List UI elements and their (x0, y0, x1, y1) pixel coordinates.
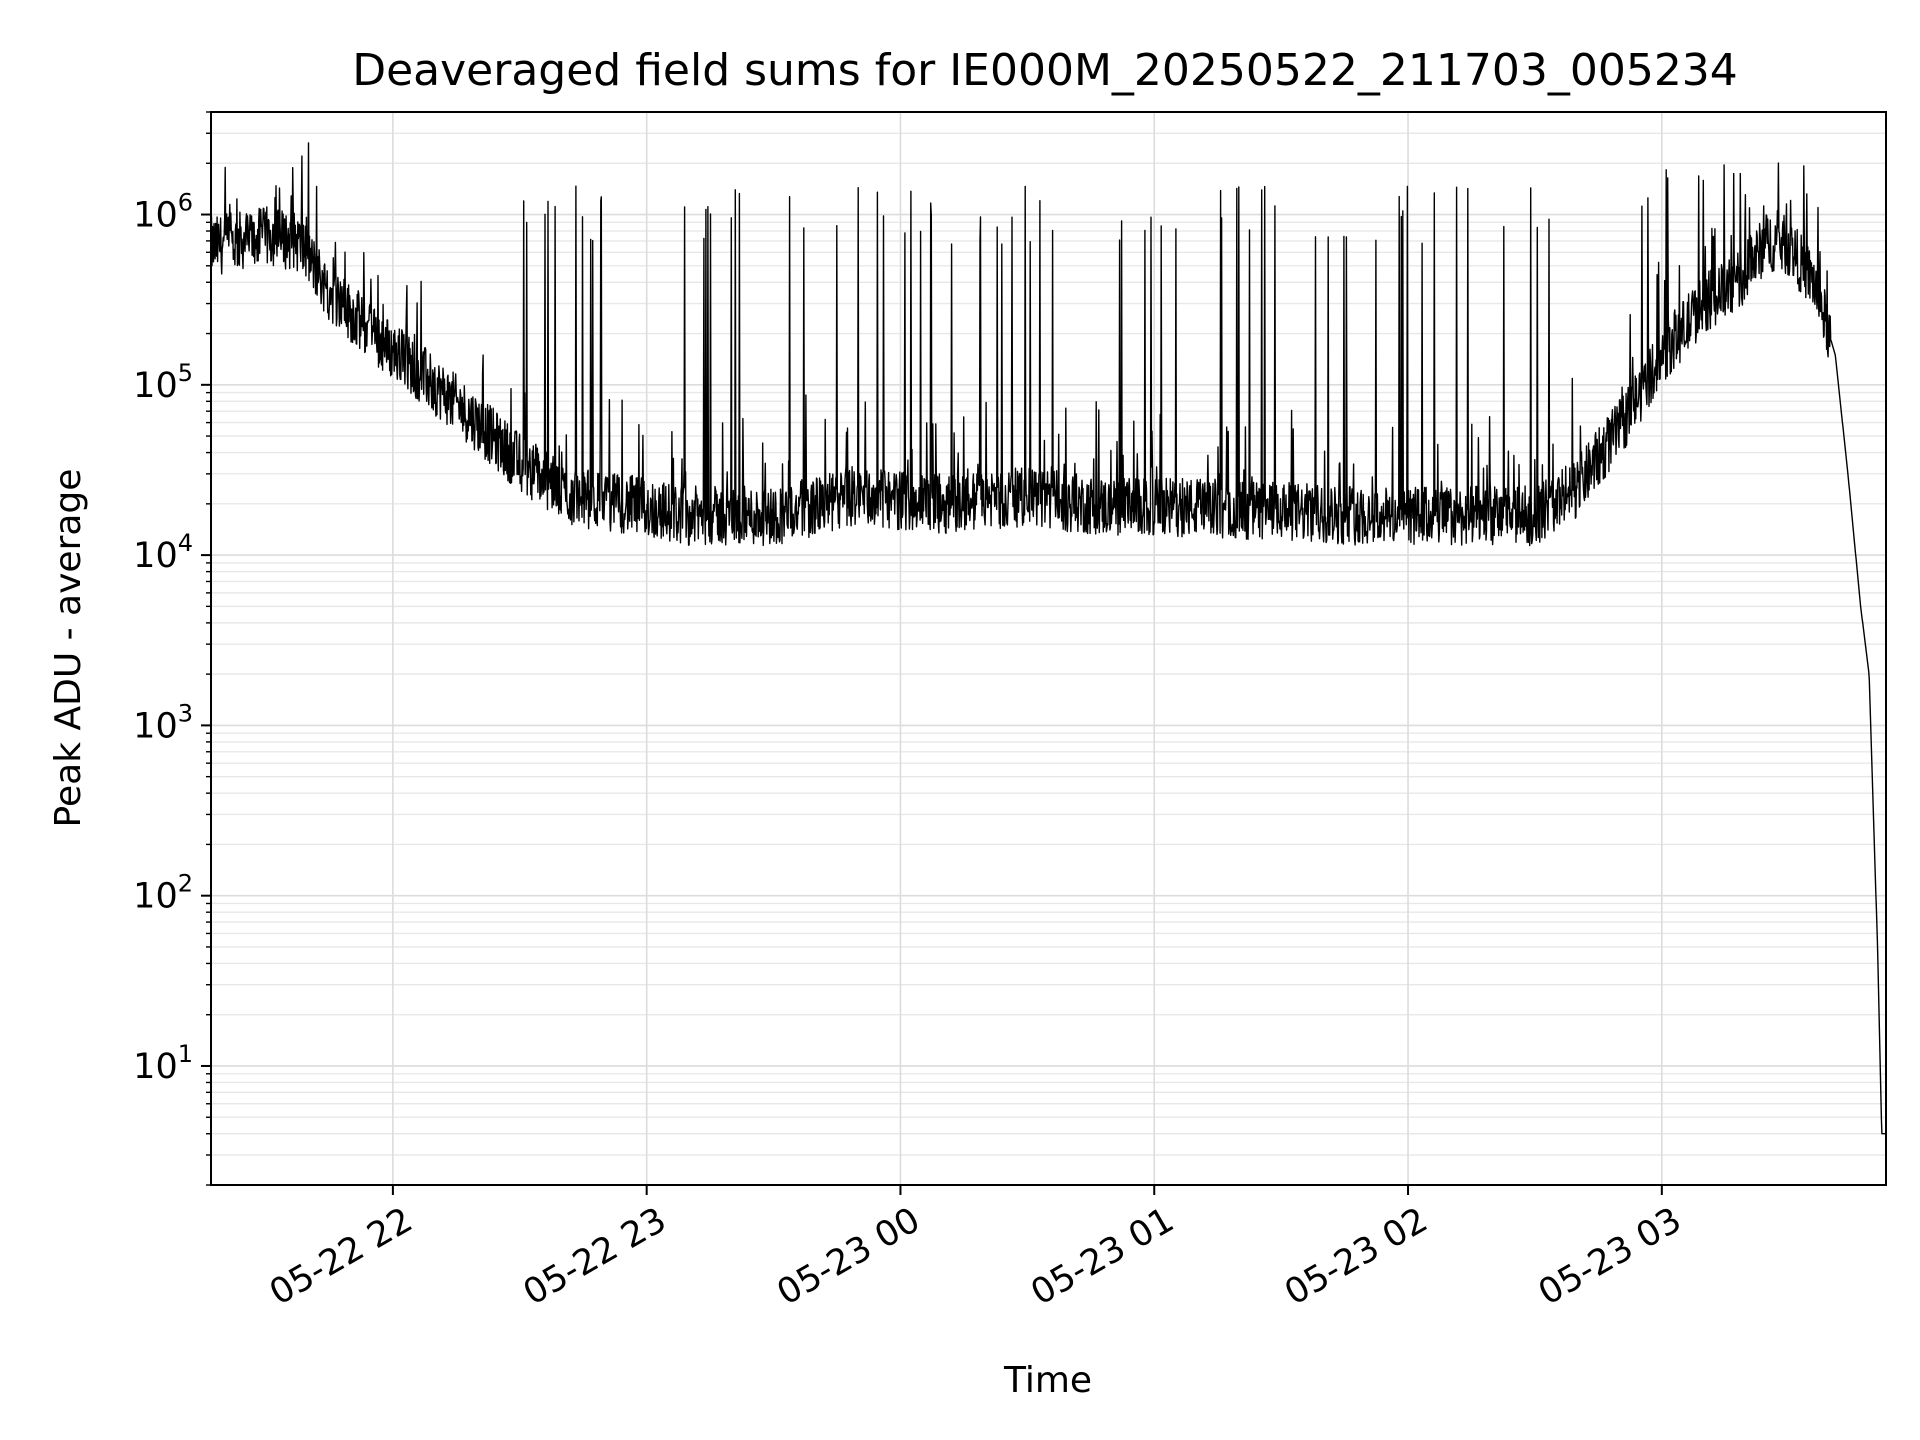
y-tick-label: 105 (133, 359, 193, 406)
y-tick-label: 101 (133, 1040, 193, 1087)
plot-clip-group (211, 142, 1886, 1135)
x-axis-label: Time (1003, 1360, 1092, 1401)
y-axis-label: Peak ADU - average (48, 469, 89, 828)
series-line (211, 142, 1886, 1135)
y-tick-label: 103 (133, 699, 193, 746)
y-axis-ticks: 101 102 103 104 105 106 (133, 111, 211, 1186)
chart-title: Deaveraged field sums for IE000M_2025052… (352, 45, 1738, 96)
y-tick-label: 102 (133, 870, 193, 917)
y-tick-label: 104 (133, 529, 193, 576)
plot-frame (210, 111, 1887, 1186)
y-tick-label: 106 (133, 189, 193, 236)
